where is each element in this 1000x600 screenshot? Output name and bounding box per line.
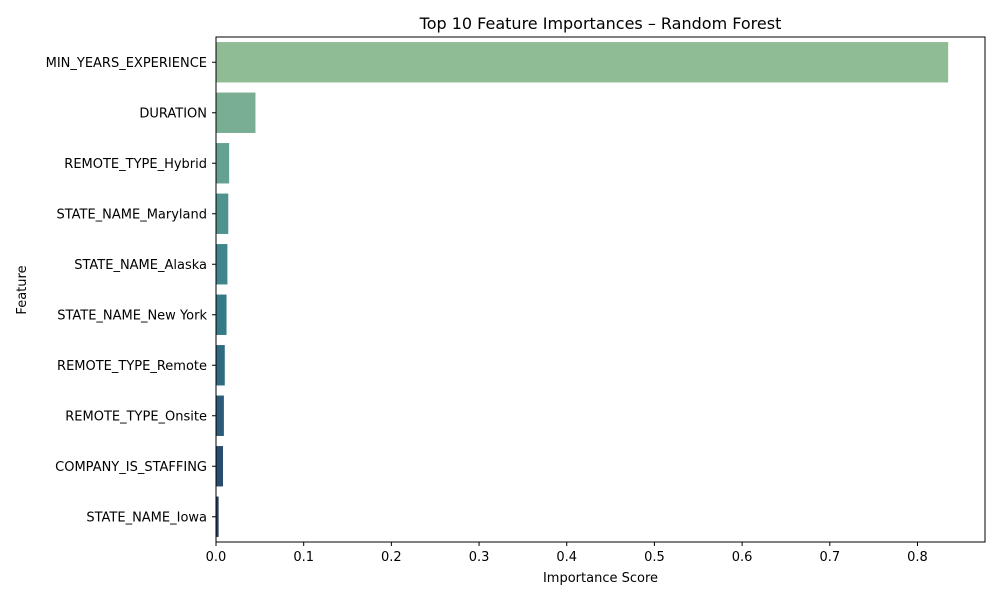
x-tick-label: 0.5 bbox=[644, 550, 665, 565]
x-axis-label: Importance Score bbox=[543, 571, 658, 586]
x-tick-label: 0.7 bbox=[819, 550, 840, 565]
bar bbox=[216, 143, 230, 184]
plot-frame bbox=[215, 36, 986, 543]
y-tick-label: REMOTE_TYPE_Hybrid bbox=[64, 157, 207, 172]
y-tick-label: COMPANY_IS_STAFFING bbox=[55, 460, 207, 475]
y-tick-label: STATE_NAME_Alaska bbox=[74, 258, 207, 273]
y-tick-label: STATE_NAME_Maryland bbox=[56, 207, 207, 222]
x-tick-label: 0.8 bbox=[907, 550, 928, 565]
x-tick-label: 0.6 bbox=[732, 550, 753, 565]
y-tick-label: REMOTE_TYPE_Remote bbox=[57, 359, 207, 374]
bar bbox=[216, 193, 229, 234]
y-tick-label: MIN_YEARS_EXPERIENCE bbox=[46, 56, 207, 71]
y-tick-label: DURATION bbox=[139, 106, 207, 121]
y-tick-label: STATE_NAME_Iowa bbox=[86, 510, 207, 525]
bar bbox=[216, 42, 949, 83]
x-tick-label: 0.4 bbox=[556, 550, 577, 565]
bar bbox=[216, 446, 224, 487]
x-tick-label: 0.2 bbox=[381, 550, 402, 565]
y-axis-ticks: MIN_YEARS_EXPERIENCE DURATION REMOTE_TYPE_… bbox=[46, 56, 216, 525]
bar bbox=[216, 294, 227, 335]
bars-group bbox=[216, 42, 949, 537]
chart-title: Top 10 Feature Importances – Random Fore… bbox=[419, 14, 782, 33]
bar bbox=[216, 395, 224, 436]
x-axis-ticks: 0.0 0.1 0.2 0.3 0.4 0.5 0.6 0.7 0.8 bbox=[206, 542, 928, 565]
x-tick-label: 0.0 bbox=[206, 550, 227, 565]
x-tick-label: 0.1 bbox=[293, 550, 314, 565]
y-tick-label: REMOTE_TYPE_Onsite bbox=[65, 409, 207, 424]
bar bbox=[216, 345, 225, 386]
bar bbox=[216, 244, 228, 285]
bar bbox=[216, 92, 256, 133]
bar bbox=[216, 496, 219, 537]
y-axis-label: Feature bbox=[15, 265, 30, 314]
x-tick-label: 0.3 bbox=[469, 550, 490, 565]
y-tick-label: STATE_NAME_New York bbox=[57, 308, 207, 323]
